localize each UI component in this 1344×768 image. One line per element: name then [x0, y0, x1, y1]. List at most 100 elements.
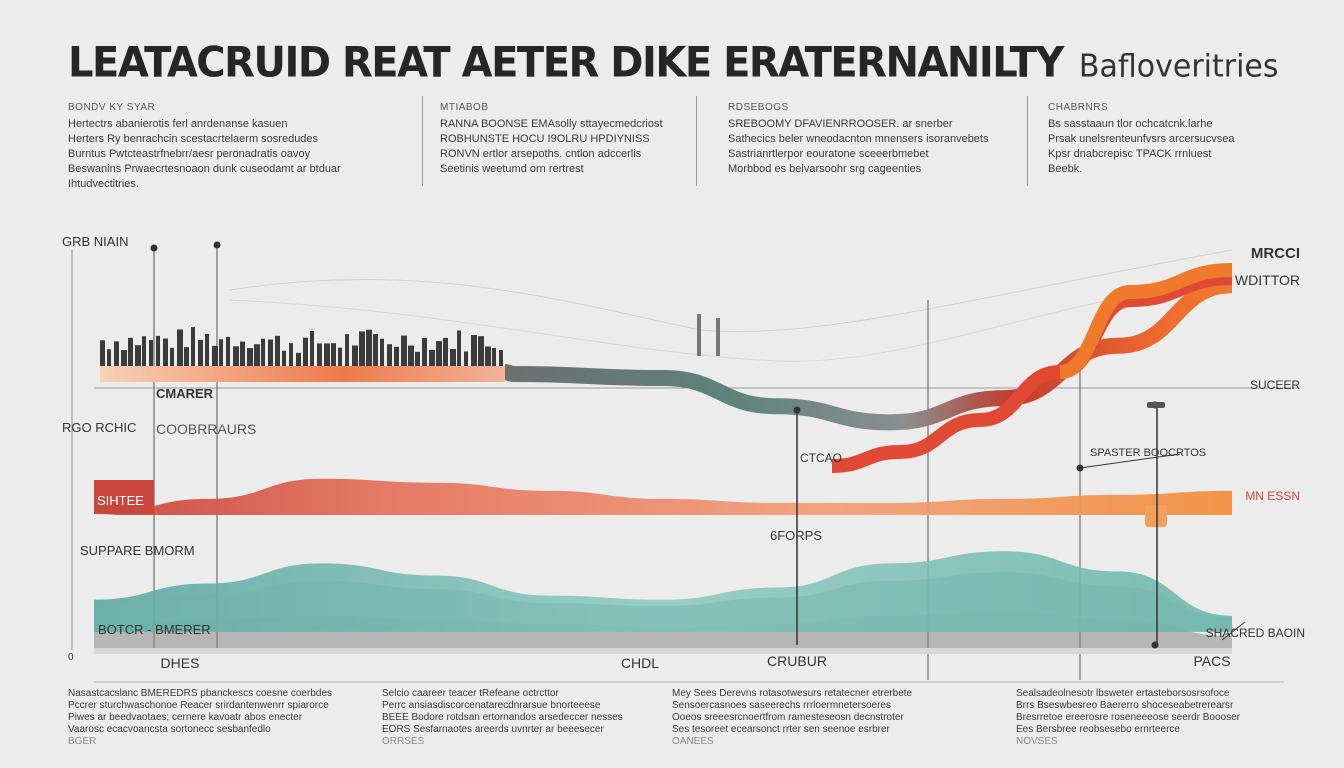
footer-line: Sealsadeolnesotr lbsweter ertasteborsosr…	[1016, 688, 1230, 699]
footer-block-1: Nasastcacslanc BMEREDRS pbanckescs coesn…	[68, 688, 358, 748]
skyline-bar	[212, 345, 218, 366]
intro-heading: MTIABOB	[440, 102, 489, 113]
title-text: LEATACRUID REAT AETER DIKE ERATERNANILTY	[68, 38, 1064, 88]
warm-band-tag	[94, 480, 154, 514]
y-axis-label: BOTCR - BMERER	[98, 622, 211, 637]
y-axis-label: SUPPARE BMORM	[80, 543, 195, 558]
marker-label: SIHTEE	[97, 493, 144, 508]
skyline-bar	[303, 337, 308, 366]
gridline	[229, 279, 1233, 362]
intro-line: Prsak unelsrenteunfvsrs arcersucvsea	[1048, 133, 1235, 145]
footer-line: Brrs Bseswbesreo Baererro shoceseabetrer…	[1016, 700, 1234, 711]
footer-line: Ooeos sreeesrcnoertfrom ramesteseosn dec…	[672, 712, 904, 723]
footer-line: Bresrretoe ereerosre roseneeeose seerdr …	[1016, 712, 1241, 723]
skyline-bar	[443, 337, 448, 366]
x-tick-label: DHES	[161, 655, 200, 671]
intro-heading: BONDV KY SYAR	[68, 102, 156, 113]
y-axis-label: GRB NIAIN	[62, 234, 128, 249]
intro-line: Sathecics beler wneodacnton mnensers iso…	[728, 133, 989, 145]
footer-line: Selcio caareer teacer tRefeane octrcttor	[382, 688, 559, 699]
skyline-bar	[471, 335, 477, 366]
skyline-bar	[380, 338, 384, 366]
marker-label: CMARER	[156, 386, 214, 401]
skyline-bar	[366, 329, 372, 366]
intro-divider	[696, 96, 697, 186]
footer-note: OANEES	[672, 736, 714, 747]
data-point-marker	[213, 241, 221, 249]
intro-block-3: RDSEBOGS SREBOOMY DFAVIENRROOSER. ar sne…	[728, 100, 1018, 177]
skyline-bar	[716, 318, 720, 356]
skyline-bar	[408, 345, 414, 366]
skyline-bar	[317, 343, 322, 366]
x-tick-label: CHDL	[621, 655, 659, 671]
intro-block-2: MTIABOB RANNA BOONSE EMAsolly sttayecmed…	[440, 100, 680, 177]
skyline-bar	[247, 348, 253, 366]
skyline-bar	[268, 339, 273, 366]
skyline-bar	[345, 334, 349, 366]
skyline-bar	[163, 338, 168, 366]
footer-line: Vaarosc ecacvoancsta sortonecc sesbanfed…	[68, 724, 271, 735]
right-label: WDITTOR	[1235, 272, 1300, 288]
marker-label: COOBRRAURS	[156, 421, 256, 437]
marker-label: SPASTER BOOCRTOS	[1090, 447, 1206, 459]
skyline-bar	[436, 341, 442, 366]
intro-line: Ihtudvectitries.	[68, 178, 139, 190]
skyline-bar	[429, 349, 435, 366]
footer-line: BEEE Bodore rotdsan ertornandos arsedecc…	[382, 712, 623, 723]
skyline-bar	[422, 337, 427, 366]
y-axis-label: RGO RCHIC	[62, 420, 136, 435]
footer-line: Nasastcacslanc BMEREDRS pbanckescs coesn…	[68, 688, 333, 699]
skyline-bar	[142, 336, 146, 366]
skyline-bar	[324, 343, 330, 366]
intro-divider	[1027, 96, 1028, 186]
right-label: MRCCI	[1251, 245, 1300, 262]
footer-line: Ses tesoreet ecearsonct rrter sen seenoe…	[672, 724, 890, 735]
skyline-bar	[289, 343, 293, 366]
intro-line: Herters Ry benrachcin scestacrtelaerm so…	[68, 133, 319, 145]
skyline-bar	[198, 339, 203, 366]
x-tick-label: CRUBUR	[767, 653, 827, 669]
skyline-bar	[499, 350, 503, 366]
footer-line: Perrc ansiasdiscorcenatarecdnrarsue bnor…	[382, 700, 601, 711]
series-teal-wave-inner	[94, 572, 1232, 632]
marker-label: CTCAO	[800, 451, 842, 465]
footer-line: Sensoercasnoes saseerechs rrrloermneters…	[672, 700, 891, 711]
skyline-bar	[331, 343, 336, 366]
skyline-bar	[240, 341, 245, 366]
chart-markers	[150, 241, 1246, 649]
chart-labels: GRB NIAIN RGO RCHIC SUPPARE BMORM BOTCR - B…	[62, 234, 1305, 671]
footer-note: BGER	[68, 736, 97, 747]
intro-line: Sastrianrtlerpor eouratone sceeerbmebet	[728, 148, 929, 160]
intro-line: Seetinis weetumd orn rertrest	[440, 163, 584, 175]
intro-line: Kpsr dnabcrepisc TPACK rrnluest	[1048, 148, 1212, 160]
skyline-bar	[352, 345, 358, 366]
footer-line: Mey Sees Derevns rotasotwesurs retatecne…	[672, 688, 913, 699]
skyline-bar	[310, 331, 314, 366]
skyline-bar	[450, 348, 456, 366]
footer-block-2: Selcio caareer teacer tRefeane octrcttor…	[382, 688, 652, 748]
intro-line: RONVN ertlor arsepoths. cntlon adccerlis	[440, 148, 642, 160]
x-tick-label: PACS	[1193, 653, 1230, 669]
chart-areas	[94, 478, 1232, 654]
skyline-bar	[296, 352, 301, 366]
skyline-bar	[114, 341, 119, 366]
skyline-bar	[233, 346, 239, 366]
intro-block-4: CHABRNRS Bs sasstaaun tlor ochcatcnk.lar…	[1048, 100, 1288, 177]
skyline-bar	[191, 327, 195, 366]
skyline-bar	[478, 336, 484, 366]
skyline-bar	[415, 351, 420, 366]
footer-block-3: Mey Sees Derevns rotasotwesurs retatecne…	[672, 688, 972, 748]
skyline-bar	[282, 350, 286, 366]
series-trend-line	[504, 277, 1233, 431]
marker-cap	[1147, 402, 1165, 408]
skyline-bar	[100, 340, 105, 366]
skyline-bar	[254, 344, 260, 366]
intro-line: Hertectrs abanierotis ferl anrdenanse ka…	[68, 118, 288, 130]
skyline-bar	[373, 334, 378, 366]
footer-note: ORRSES	[382, 736, 425, 747]
intro-line: Morbbod es belvarsoohr srg cageenties	[728, 163, 922, 175]
skyline-bars	[100, 314, 720, 382]
skyline-bar	[226, 336, 230, 366]
skyline-bar	[338, 347, 342, 366]
skyline-bar	[177, 329, 183, 366]
